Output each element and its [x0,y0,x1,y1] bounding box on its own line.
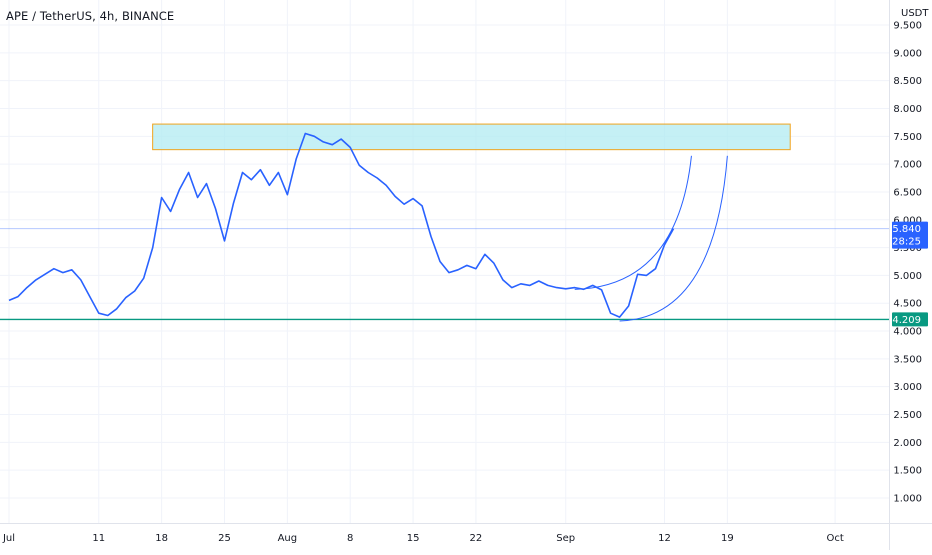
y-tick-label: 9.000 [893,48,922,59]
chart-title: APE / TetherUS, 4h, BINANCE [6,9,175,23]
support-price-value: 4.209 [892,315,921,326]
support-price-badge [892,312,928,327]
x-tick-label: Aug [278,533,298,544]
y-tick-label: 3.000 [893,382,922,393]
current-price-value: 5.840 [892,224,921,235]
x-tick-label: 18 [155,533,168,544]
y-tick-label: 9.500 [893,21,922,32]
x-tick-label: 22 [470,533,483,544]
x-tick-label: Sep [556,533,575,544]
current-price-badge [892,221,928,249]
y-tick-label: 7.000 [893,160,922,171]
y-tick-label: 1.000 [893,493,922,504]
x-tick-label: 15 [407,533,420,544]
price-series-line [8,132,675,318]
resistance-zone [152,123,791,151]
y-tick-label: 2.000 [893,438,922,449]
parabolic-arc [619,155,728,322]
y-tick-label: 8.500 [893,76,922,87]
x-tick-label: 12 [658,533,671,544]
y-tick-label: 5.000 [893,271,922,282]
x-tick-label: Oct [826,533,843,544]
y-tick-label: 6.500 [893,187,922,198]
y-tick-label: 2.500 [893,410,922,421]
countdown-value: 28:25 [892,237,921,248]
x-tick-label: 25 [218,533,231,544]
y-tick-label: 7.500 [893,132,922,143]
x-tick-label: Jul [2,533,15,544]
y-tick-label: 4.500 [893,299,922,310]
parabolic-arc [574,155,692,290]
y-tick-label: 1.500 [893,466,922,477]
x-tick-label: 11 [92,533,105,544]
y-tick-label: 6.000 [893,215,922,226]
x-tick-label: 8 [347,533,353,544]
x-tick-label: 19 [721,533,734,544]
y-tick-label: 8.000 [893,104,922,115]
currency-label: USDT [901,8,929,19]
y-tick-label: 4.000 [893,327,922,338]
y-tick-label: 3.500 [893,354,922,365]
